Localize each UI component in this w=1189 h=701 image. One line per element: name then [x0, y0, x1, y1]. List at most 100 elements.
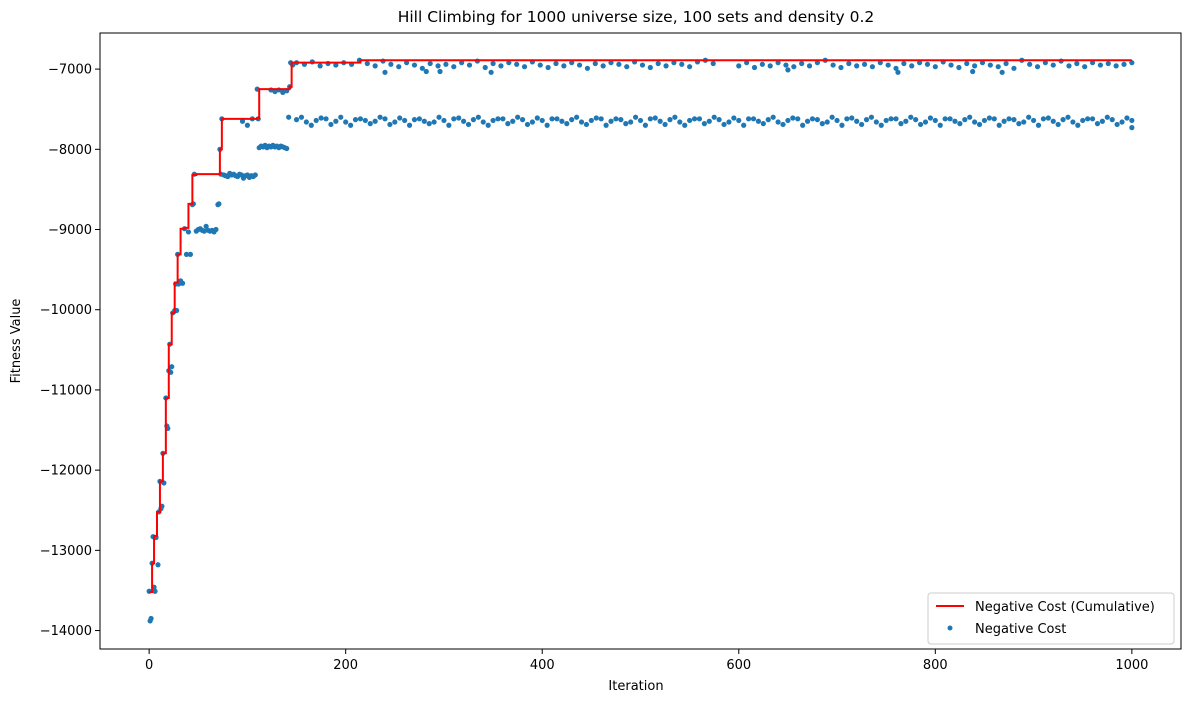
- data-point: [583, 121, 590, 128]
- data-point: [280, 89, 286, 95]
- data-point: [348, 122, 354, 128]
- data-point: [999, 69, 1005, 75]
- data-point: [869, 64, 876, 70]
- data-point: [372, 63, 378, 69]
- data-point: [1099, 118, 1105, 124]
- data-point: [701, 121, 707, 127]
- data-point: [655, 60, 661, 67]
- data-point: [367, 121, 373, 127]
- data-point: [203, 223, 209, 229]
- data-point: [662, 121, 668, 128]
- data-point: [957, 121, 963, 127]
- data-point: [343, 119, 349, 125]
- data-point: [456, 115, 462, 121]
- data-point: [352, 117, 359, 123]
- plot-frame: [99, 32, 1182, 650]
- data-point: [323, 116, 329, 122]
- data-point: [711, 114, 717, 120]
- data-point: [744, 60, 750, 66]
- data-point: [148, 615, 154, 622]
- data-point: [155, 562, 161, 568]
- data-point: [421, 118, 427, 124]
- data-point: [775, 60, 781, 66]
- data-point: [152, 588, 158, 594]
- data-point: [731, 115, 737, 121]
- data-point: [333, 118, 339, 124]
- data-point: [814, 60, 820, 66]
- data-point: [564, 121, 570, 127]
- data-point: [201, 228, 207, 234]
- data-point: [569, 117, 575, 123]
- data-point: [298, 114, 305, 120]
- data-point: [561, 63, 567, 69]
- data-point: [770, 114, 776, 120]
- y-tick-label: −11000: [40, 383, 92, 398]
- data-point: [488, 69, 494, 75]
- data-point: [642, 122, 649, 128]
- data-point: [600, 63, 606, 69]
- data-point: [443, 61, 449, 67]
- data-point: [318, 115, 324, 121]
- data-point: [216, 201, 222, 207]
- data-point: [1129, 60, 1135, 66]
- data-point: [419, 65, 425, 71]
- data-point: [947, 116, 953, 122]
- legend: Negative Cost (Cumulative) Negative Cost: [927, 592, 1175, 645]
- data-point: [937, 122, 943, 128]
- data-point: [970, 68, 976, 75]
- data-point: [844, 116, 850, 122]
- data-point: [1011, 65, 1017, 71]
- data-point: [916, 60, 923, 66]
- data-point: [549, 116, 555, 122]
- data-point: [903, 118, 909, 124]
- data-point: [861, 61, 868, 67]
- data-point: [411, 62, 418, 68]
- data-point: [628, 119, 634, 125]
- data-point: [819, 121, 825, 127]
- cumulative-line: [149, 59, 1132, 594]
- data-point: [506, 60, 512, 66]
- data-point: [967, 114, 973, 120]
- data-point: [1030, 117, 1037, 124]
- data-point: [863, 117, 870, 123]
- data-point: [514, 61, 520, 67]
- data-point: [451, 64, 457, 70]
- data-point: [927, 115, 934, 121]
- y-tick-label: −7000: [48, 63, 92, 78]
- data-point: [553, 60, 559, 67]
- data-point: [239, 118, 246, 124]
- data-point: [795, 116, 801, 122]
- data-point: [1001, 118, 1007, 124]
- data-point: [736, 63, 742, 69]
- data-point: [1027, 61, 1033, 67]
- data-point: [942, 116, 948, 122]
- data-point: [755, 118, 762, 124]
- data-point: [466, 62, 473, 68]
- data-point: [962, 117, 968, 123]
- data-point: [534, 115, 540, 121]
- legend-box: [927, 592, 1175, 645]
- data-point: [377, 114, 383, 120]
- data-point: [397, 115, 403, 121]
- data-point: [667, 117, 673, 123]
- data-point: [480, 119, 486, 125]
- data-point: [750, 116, 757, 122]
- data-point: [824, 119, 830, 125]
- data-point: [901, 60, 907, 67]
- data-point: [1104, 114, 1110, 120]
- data-point: [964, 60, 970, 67]
- data-point: [185, 229, 192, 235]
- data-point: [608, 118, 614, 124]
- data-point: [908, 114, 914, 120]
- data-point: [272, 88, 278, 95]
- data-point: [716, 117, 722, 123]
- data-point: [387, 121, 393, 128]
- data-point: [956, 64, 962, 71]
- plot-area: [146, 57, 1135, 624]
- data-point: [639, 62, 646, 68]
- data-point: [490, 60, 496, 67]
- data-point: [657, 118, 663, 124]
- data-point: [578, 119, 585, 125]
- data-point: [286, 114, 292, 120]
- data-point: [1050, 118, 1056, 124]
